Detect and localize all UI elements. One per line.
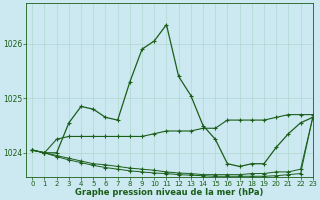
X-axis label: Graphe pression niveau de la mer (hPa): Graphe pression niveau de la mer (hPa) bbox=[75, 188, 264, 197]
